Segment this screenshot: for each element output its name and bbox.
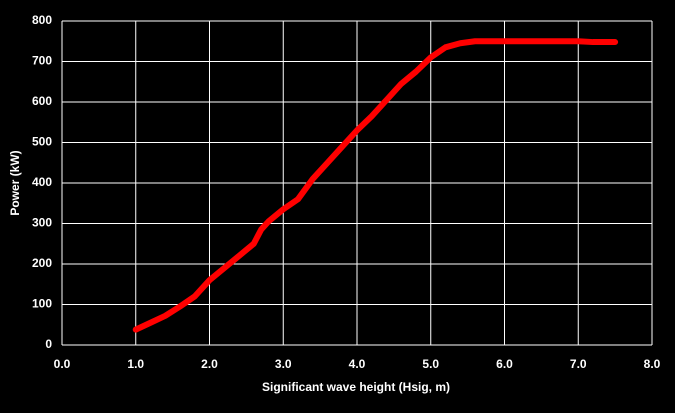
y-tick-label: 600 (32, 94, 52, 108)
y-tick-label: 800 (32, 13, 52, 27)
x-tick-label: 0.0 (54, 357, 71, 371)
x-tick-label: 5.0 (422, 357, 439, 371)
x-axis-label: Significant wave height (Hsig, m) (262, 380, 450, 394)
y-axis-label: Power (kW) (8, 150, 22, 215)
x-tick-label: 3.0 (275, 357, 292, 371)
x-tick-label: 2.0 (201, 357, 218, 371)
x-tick-label: 7.0 (570, 357, 587, 371)
y-tick-label: 100 (32, 297, 52, 311)
line-series (132, 38, 619, 333)
y-tick-label: 300 (32, 216, 52, 230)
y-tick-label: 0 (45, 337, 52, 351)
x-tick-label: 4.0 (349, 357, 366, 371)
x-tick-label: 6.0 (496, 357, 513, 371)
y-tick-label: 200 (32, 256, 52, 270)
x-tick-label: 8.0 (644, 357, 661, 371)
y-tick-label: 700 (32, 54, 52, 68)
x-tick-label: 1.0 (127, 357, 144, 371)
y-tick-label: 500 (32, 135, 52, 149)
y-tick-label: 400 (32, 175, 52, 189)
